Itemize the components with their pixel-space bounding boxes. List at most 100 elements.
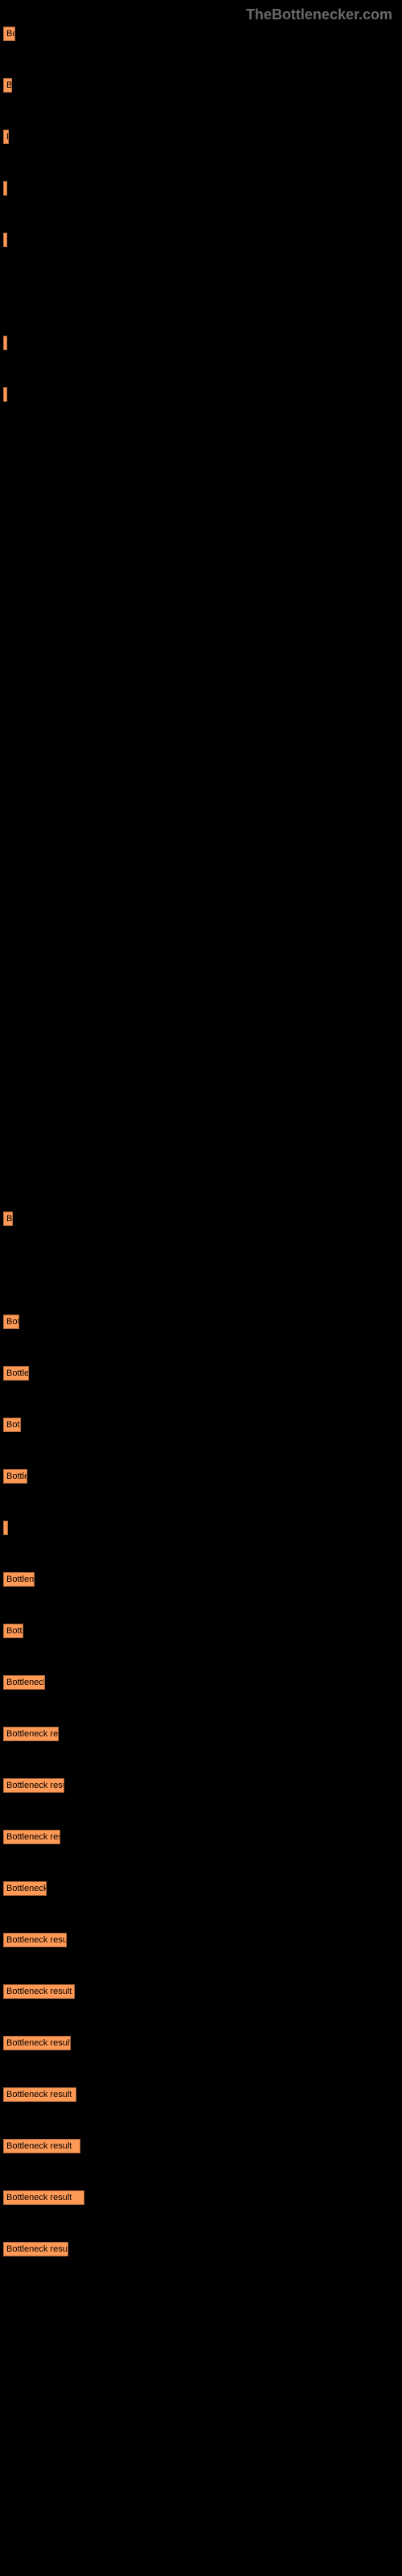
- bottleneck-bar: [3, 1057, 6, 1071]
- bottleneck-bar: Bottleneck result: [3, 1315, 19, 1329]
- bar-row: Bottleneck result: [3, 1212, 399, 1226]
- bar-label: Bottleneck result: [6, 338, 7, 348]
- bar-row: Bottleneck result: [3, 1727, 399, 1741]
- bar-row: [3, 645, 399, 659]
- bar-label: Bottleneck result: [6, 1987, 72, 1996]
- bottleneck-bar: Bottleneck result: [3, 1675, 45, 1690]
- bottleneck-bar: [3, 645, 6, 659]
- bar-row: [3, 1263, 399, 1278]
- bar-label: Bottleneck result: [6, 2244, 68, 2254]
- bottleneck-bar: [3, 439, 6, 453]
- bottleneck-bar: [3, 696, 6, 711]
- bar-row: [3, 1160, 399, 1174]
- bottleneck-bar: [3, 902, 6, 917]
- bottleneck-bar: [3, 799, 6, 814]
- bottleneck-bar: Bottleneck result: [3, 2036, 71, 2050]
- bar-label: Bottleneck result: [6, 1368, 29, 1378]
- bottleneck-bar: [3, 284, 6, 299]
- bar-row: [3, 1057, 399, 1071]
- bar-label: Bottleneck result: [6, 2090, 72, 2099]
- bar-label: Bottleneck result: [6, 1214, 13, 1224]
- bar-row: [3, 1005, 399, 1020]
- bar-row: Bottleneck result: [3, 1521, 399, 1535]
- bottleneck-bar: Bottleneck result: [3, 1881, 47, 1896]
- bar-label: Bottleneck result: [6, 1935, 67, 1945]
- bar-row: Bottleneck result: [3, 130, 399, 144]
- bottleneck-bar: [3, 1160, 6, 1174]
- bar-label: Bottleneck result: [6, 1420, 21, 1430]
- bar-label: Bottleneck result: [6, 1317, 19, 1327]
- bottleneck-bar: Bottleneck result: [3, 1366, 29, 1381]
- bottleneck-bar: Bottleneck result: [3, 2190, 84, 2205]
- bottleneck-bar: [3, 748, 6, 762]
- bar-label: Bottleneck result: [6, 2038, 71, 2048]
- bar-row: Bottleneck result: [3, 1933, 399, 1947]
- bar-label: Bottleneck result: [6, 1781, 64, 1790]
- bar-row: Bottleneck result: [3, 181, 399, 196]
- bottleneck-bar: Bottleneck result: [3, 233, 7, 247]
- bottleneck-bar: Bottleneck result: [3, 1727, 59, 1741]
- bar-row: [3, 851, 399, 865]
- bar-row: Bottleneck result: [3, 2036, 399, 2050]
- bottleneck-bar: Bottleneck result: [3, 1521, 8, 1535]
- bottleneck-bar: [3, 851, 6, 865]
- bar-row: Bottleneck result: [3, 233, 399, 247]
- watermark: TheBottlenecker.com: [0, 0, 402, 27]
- bar-row: [3, 696, 399, 711]
- bottleneck-bar: Bottleneck result: [3, 1984, 75, 1999]
- bar-row: Bottleneck result: [3, 1830, 399, 1844]
- bottleneck-bar: [3, 1005, 6, 1020]
- bottleneck-bar: [3, 542, 6, 556]
- bar-row: [3, 593, 399, 608]
- bar-row: Bottleneck result: [3, 2139, 399, 2153]
- bar-label: Bottleneck result: [6, 390, 7, 399]
- bar-label: Bottleneck result: [6, 1678, 45, 1687]
- bar-row: Bottleneck result: [3, 78, 399, 93]
- bottleneck-bar-chart: Bottleneck result Bottleneck result Bottle…: [0, 27, 402, 2256]
- bar-row: Bottleneck result: [3, 2087, 399, 2102]
- bar-row: Bottleneck result: [3, 27, 399, 41]
- bottleneck-bar: Bottleneck result: [3, 387, 7, 402]
- bottleneck-bar: Bottleneck result: [3, 1624, 23, 1638]
- bar-label: Bottleneck result: [6, 2193, 72, 2202]
- bar-row: Bottleneck result: [3, 1418, 399, 1432]
- bar-row: Bottleneck result: [3, 1778, 399, 1793]
- bar-row: Bottleneck result: [3, 1572, 399, 1587]
- bottleneck-bar: [3, 1263, 6, 1278]
- bar-label: Bottleneck result: [6, 1729, 59, 1739]
- bar-row: Bottleneck result: [3, 1366, 399, 1381]
- bottleneck-bar: Bottleneck result: [3, 1212, 13, 1226]
- bar-row: [3, 284, 399, 299]
- bar-row: Bottleneck result: [3, 2242, 399, 2256]
- bar-row: [3, 954, 399, 968]
- bar-label: Bottleneck result: [6, 1575, 35, 1584]
- bar-row: [3, 1108, 399, 1123]
- bar-label: Bottleneck result: [6, 1523, 8, 1533]
- bottleneck-bar: Bottleneck result: [3, 2242, 68, 2256]
- bar-label: Bottleneck result: [6, 1884, 47, 1893]
- bar-row: [3, 542, 399, 556]
- bar-label: Bottleneck result: [6, 1472, 27, 1481]
- bottleneck-bar: [3, 490, 6, 505]
- bar-row: Bottleneck result: [3, 1624, 399, 1638]
- bar-row: Bottleneck result: [3, 1881, 399, 1896]
- bottleneck-bar: Bottleneck result: [3, 336, 7, 350]
- bar-row: [3, 748, 399, 762]
- bottleneck-bar: Bottleneck result: [3, 1418, 21, 1432]
- bar-row: Bottleneck result: [3, 2190, 399, 2205]
- bar-label: Bottleneck result: [6, 1832, 60, 1842]
- bar-row: Bottleneck result: [3, 387, 399, 402]
- bar-row: Bottleneck result: [3, 1469, 399, 1484]
- bar-label: Bottleneck result: [6, 235, 7, 245]
- bottleneck-bar: [3, 1108, 6, 1123]
- bottleneck-bar: [3, 954, 6, 968]
- bottleneck-bar: Bottleneck result: [3, 78, 12, 93]
- bar-label: Bottleneck result: [6, 2141, 72, 2151]
- bottleneck-bar: Bottleneck result: [3, 2139, 80, 2153]
- bottleneck-bar: Bottleneck result: [3, 1933, 67, 1947]
- bar-label: Bottleneck result: [6, 1626, 23, 1636]
- bar-row: Bottleneck result: [3, 1675, 399, 1690]
- bar-label: Bottleneck result: [6, 184, 7, 193]
- bottleneck-bar: Bottleneck result: [3, 2087, 76, 2102]
- bar-label: Bottleneck result: [6, 29, 15, 39]
